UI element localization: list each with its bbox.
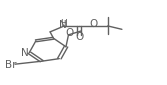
Text: N: N [59,20,67,30]
Text: H: H [60,19,67,28]
Text: O: O [65,28,73,38]
Text: Br: Br [5,60,16,70]
Text: O: O [89,19,98,29]
Text: N: N [21,48,29,58]
Text: O: O [75,32,84,42]
